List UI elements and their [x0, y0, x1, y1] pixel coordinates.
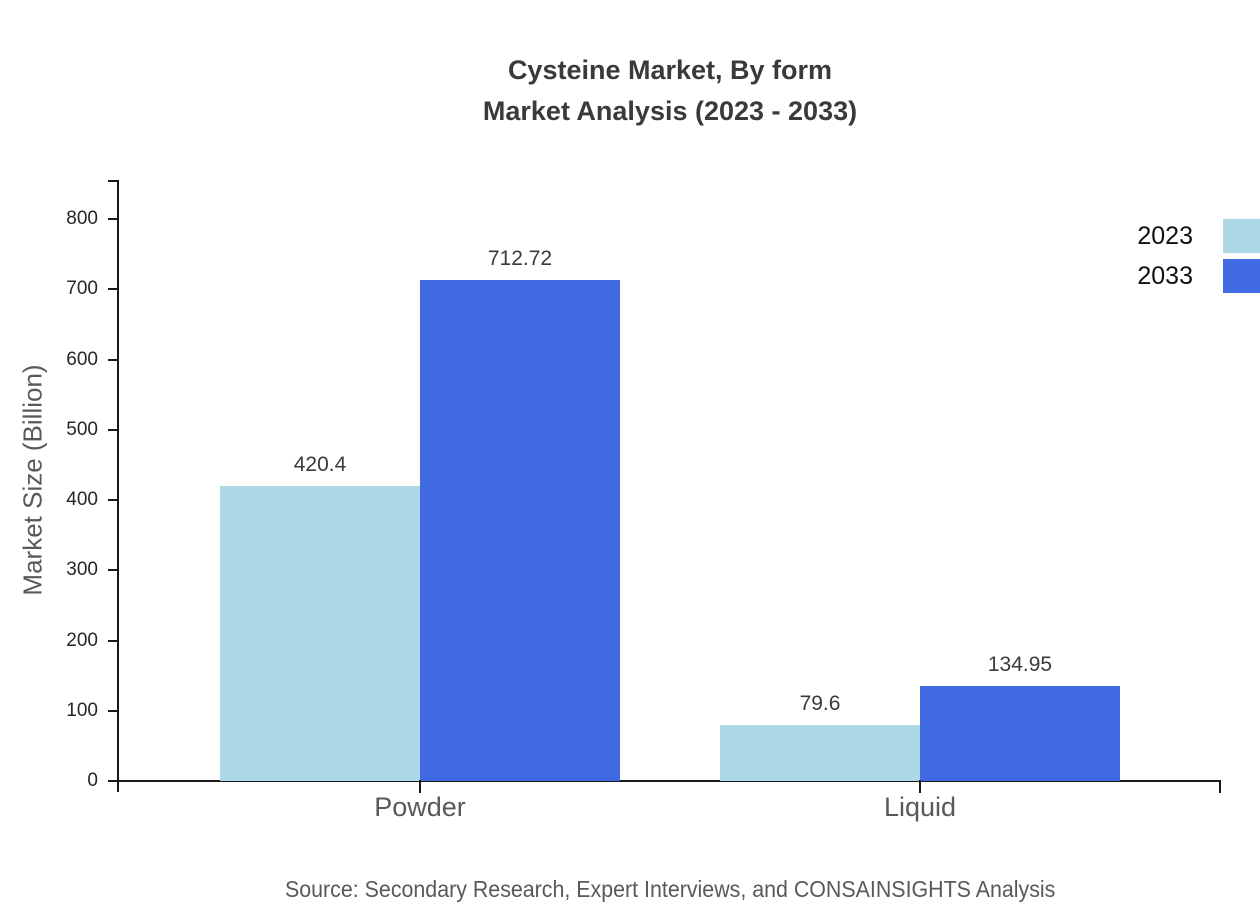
y-tick-mark [108, 709, 118, 712]
y-tick-label: 400 [66, 489, 98, 510]
legend-label-2033: 2033 [1137, 261, 1193, 290]
value-label-liquid-2033: 134.95 [987, 653, 1053, 677]
y-tick-label: 600 [66, 348, 98, 370]
value-label-liquid-2023: 79.6 [799, 692, 841, 716]
y-tick-mark [108, 358, 118, 361]
y-tick-mark [108, 639, 118, 642]
legend-item-2033: 2033 [1137, 259, 1260, 293]
y-tick-label: 200 [66, 629, 98, 651]
y-tick-mark [108, 428, 118, 431]
y-tick-mark [108, 569, 118, 572]
y-axis-line [117, 180, 119, 792]
value-label-powder-2023: 420.4 [293, 452, 347, 476]
source-text: Source: Secondary Research, Expert Inter… [284, 876, 1056, 902]
bar-liquid-2033 [920, 686, 1120, 781]
x-tick-mark-powder [419, 780, 421, 793]
bar-powder-2023 [220, 485, 420, 781]
x-axis-end-tick [1219, 780, 1221, 793]
category-label-powder: Powder [374, 792, 466, 822]
y-tick-label: 300 [66, 559, 98, 581]
y-tick-label: 700 [66, 278, 98, 300]
x-axis-line [117, 780, 1221, 782]
y-tick-label: 0 [87, 770, 98, 791]
source-note: Source: Secondary Research, Expert Inter… [80, 876, 1260, 903]
y-tick-mark [108, 218, 118, 220]
y-tick-mark [108, 288, 118, 291]
legend-label-2023: 2023 [1137, 221, 1193, 250]
y-tick-label: 100 [66, 699, 98, 721]
y-axis-end-tick [108, 180, 118, 182]
y-tick-label: 800 [66, 208, 98, 229]
bar-powder-2033 [420, 280, 620, 781]
category-label-liquid: Liquid [883, 792, 957, 822]
legend: 2023 2033 [1137, 219, 1260, 299]
value-label-powder-2033: 712.72 [487, 247, 553, 271]
y-tick-mark [108, 780, 118, 782]
legend-swatch-2033 [1223, 259, 1260, 293]
x-tick-mark-liquid [919, 780, 921, 793]
legend-swatch-2023 [1223, 219, 1260, 253]
chart-title: Cysteine Market, By form Market Analysis… [482, 55, 858, 126]
legend-item-2023: 2023 [1137, 219, 1260, 253]
bar-liquid-2023 [720, 725, 920, 781]
y-tick-label: 500 [66, 418, 98, 440]
y-tick-mark [108, 499, 118, 501]
